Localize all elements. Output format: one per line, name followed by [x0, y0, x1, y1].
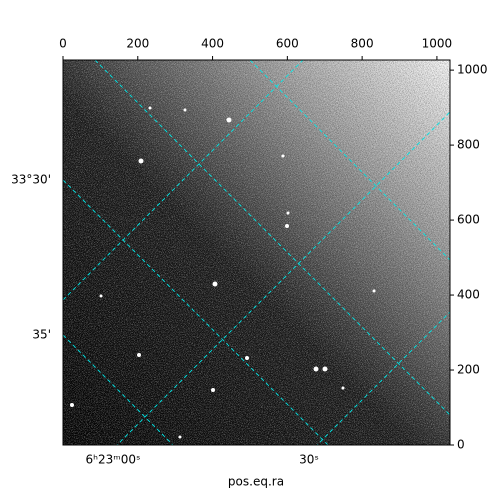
dec-tick-label: 33°30': [11, 173, 51, 187]
y-tick-label: 600: [457, 213, 480, 227]
y-tick-label: 1000: [457, 63, 488, 77]
x-tick-label: 600: [276, 37, 299, 51]
x-axis-label: pos.eq.ra: [228, 475, 284, 489]
ra-tick-label: 30ˢ: [299, 453, 319, 467]
dec-tick-label: 35': [32, 328, 51, 342]
y-tick-label: 800: [457, 138, 480, 152]
image: [63, 60, 450, 445]
x-tick-label: 0: [59, 37, 67, 51]
y-tick-label: 400: [457, 288, 480, 302]
ra-tick-label: 6ʰ23ᵐ00ˢ: [86, 453, 141, 467]
stars: [70, 106, 376, 439]
y-tick-label: 200: [457, 363, 480, 377]
x-tick-label: 1000: [422, 37, 453, 51]
x-tick-label: 400: [201, 37, 224, 51]
y-tick-label: 0: [457, 438, 465, 452]
coordinate-grid: [63, 60, 450, 445]
x-tick-label: 800: [351, 37, 374, 51]
axes-frame: [62, 59, 451, 446]
x-tick-label: 200: [126, 37, 149, 51]
